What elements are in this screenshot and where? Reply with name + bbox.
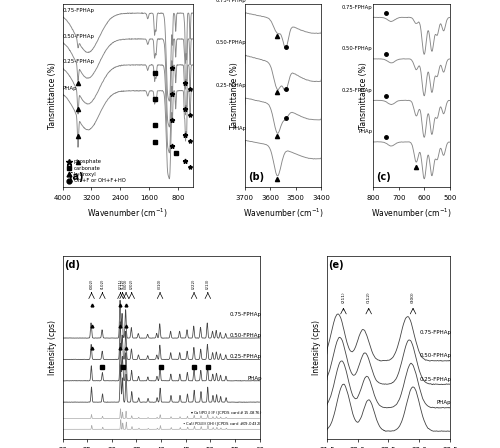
Text: (a): (a) (68, 172, 83, 182)
Y-axis label: Intensity (cps): Intensity (cps) (48, 320, 57, 375)
Text: (300): (300) (411, 292, 415, 303)
Text: 0.75-FPHAp: 0.75-FPHAp (230, 312, 262, 317)
X-axis label: Wavenumber (cm$^{-1}$): Wavenumber (cm$^{-1}$) (88, 206, 168, 220)
Text: 0.75-FPHAp: 0.75-FPHAp (216, 0, 246, 3)
Text: 0.25-FPHAp: 0.25-FPHAp (419, 377, 451, 382)
Text: (b): (b) (248, 172, 264, 182)
Text: 0.25-FPHAp: 0.25-FPHAp (342, 88, 372, 93)
Text: 0.75-FPHAp: 0.75-FPHAp (419, 330, 451, 335)
Text: (300): (300) (124, 278, 128, 289)
X-axis label: Wavenumber (cm$^{-1}$): Wavenumber (cm$^{-1}$) (242, 206, 324, 220)
Text: (211): (211) (118, 278, 122, 289)
Legend: phosphate, carbonate, hydroxyl, OH+F or OH+F+HO: phosphate, carbonate, hydroxyl, OH+F or … (65, 158, 126, 185)
Y-axis label: Tansmittance (%): Tansmittance (%) (230, 62, 239, 129)
Text: PHAp: PHAp (248, 376, 262, 381)
Text: (310): (310) (158, 278, 162, 289)
Y-axis label: Tansmittance (%): Tansmittance (%) (359, 62, 368, 129)
Text: $\blacktriangledown$ Ca$_5$(PO$_4$)$_3$F (JCPDS card #15-0876): $\blacktriangledown$ Ca$_5$(PO$_4$)$_3$F… (190, 409, 262, 418)
Text: (112): (112) (120, 278, 124, 289)
Text: 0.50-FPHAp: 0.50-FPHAp (419, 353, 451, 358)
Text: (c): (c) (376, 172, 391, 182)
Text: 0.25-FPHAp: 0.25-FPHAp (230, 354, 262, 359)
Text: PHAp: PHAp (232, 125, 246, 130)
Text: (112): (112) (366, 292, 370, 303)
Text: 0.50-FPHAp: 0.50-FPHAp (230, 333, 262, 338)
Text: (211): (211) (342, 292, 345, 303)
Text: (202): (202) (130, 278, 134, 289)
Text: 0.25-FPHAp: 0.25-FPHAp (62, 60, 94, 65)
Text: PHAp: PHAp (436, 400, 451, 405)
X-axis label: Wavenumber (cm$^{-1}$): Wavenumber (cm$^{-1}$) (372, 206, 452, 220)
Text: 0.75-FPHAp: 0.75-FPHAp (342, 5, 372, 10)
Text: (002): (002) (90, 278, 94, 289)
Text: (213): (213) (206, 278, 210, 289)
Text: PHAp: PHAp (358, 129, 372, 134)
Text: (d): (d) (64, 260, 80, 270)
Y-axis label: Intensity (cps): Intensity (cps) (312, 320, 322, 375)
Text: $\bullet$ Ca$_5$(PO$_4$)$_3$(OH) (JCPDS card #09-0432): $\bullet$ Ca$_5$(PO$_4$)$_3$(OH) (JCPDS … (182, 420, 262, 428)
Y-axis label: Tansmittance (%): Tansmittance (%) (48, 62, 57, 129)
Text: 0.50-FPHAp: 0.50-FPHAp (62, 34, 94, 39)
Text: (e): (e) (328, 260, 344, 270)
Text: 0.50-FPHAp: 0.50-FPHAp (216, 40, 246, 45)
Text: PHAp: PHAp (62, 86, 77, 90)
Text: 0.25-FPHAp: 0.25-FPHAp (216, 83, 246, 88)
Text: (102): (102) (100, 278, 104, 289)
Text: 0.50-FPHAp: 0.50-FPHAp (342, 46, 372, 52)
Text: 0.75-FPHAp: 0.75-FPHAp (62, 8, 94, 13)
Text: (222): (222) (192, 278, 196, 289)
